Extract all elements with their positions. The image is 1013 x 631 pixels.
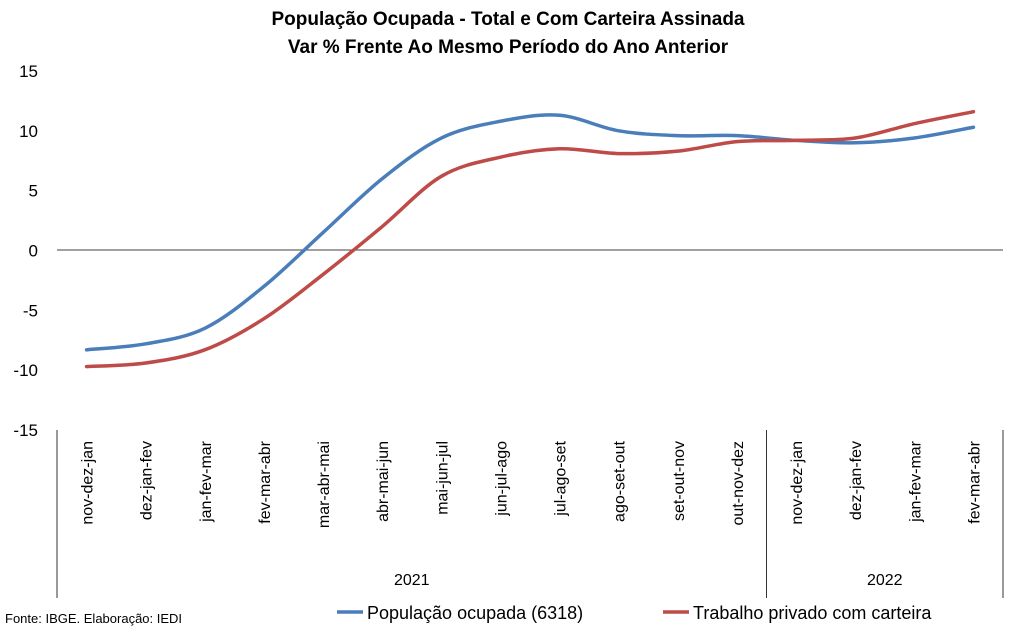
year-label: 2021 [394, 572, 430, 589]
legend: População ocupada (6318) Trabalho privado… [337, 603, 932, 623]
x-tick-label: fev-mar-abr [257, 440, 274, 523]
year-label: 2022 [867, 572, 903, 589]
chart-subtitle: Var % Frente Ao Mesmo Período do Ano Ant… [288, 37, 729, 58]
x-tick-label: set-out-nov [671, 441, 688, 521]
y-axis: 15 10 5 0 -5 -10 -15 [13, 62, 38, 440]
x-tick-label: jul-ago-set [553, 440, 570, 516]
x-tick-label: fev-mar-abr [966, 440, 983, 523]
x-tick-label: dez-jan-fev [139, 441, 156, 520]
x-tick-label: abr-mai-jun [375, 441, 392, 522]
legend-label: Trabalho privado com carteira [693, 603, 932, 623]
x-axis: 2021 2022 nov-dez-jan dez-jan-fev jan-fev-ma… [56, 430, 1004, 598]
x-tick-label: jun-jul-ago [493, 441, 510, 517]
series-line-trabalho-privado [84, 109, 976, 369]
x-tick-label: dez-jan-fev [848, 441, 865, 520]
x-tick-label: jan-fev-mar [198, 440, 215, 523]
y-tick-label: 10 [19, 122, 38, 141]
y-tick-label: 15 [19, 62, 38, 81]
y-tick-label: -15 [13, 421, 38, 440]
series-layer [84, 109, 976, 369]
y-tick-label: -5 [23, 301, 38, 320]
legend-label: População ocupada (6318) [367, 603, 583, 623]
x-tick-label: mar-abr-mai [316, 441, 333, 528]
series-line-populacao-ocupada [84, 113, 976, 352]
chart-title: População Ocupada - Total e Com Carteira… [271, 9, 744, 30]
source-note: Fonte: IBGE. Elaboração: IEDI [5, 611, 182, 626]
x-tick-label: ago-set-out [612, 440, 629, 521]
x-tick-label: nov-dez-jan [789, 441, 806, 525]
x-tick-label: jan-fev-mar [907, 440, 924, 523]
y-tick-label: -10 [13, 361, 38, 380]
x-tick-label: nov-dez-jan [80, 441, 97, 525]
y-tick-label: 0 [29, 242, 38, 261]
x-tick-label: out-nov-dez [730, 441, 747, 526]
y-tick-label: 5 [29, 182, 38, 201]
x-tick-label: mai-jun-jul [434, 441, 451, 515]
